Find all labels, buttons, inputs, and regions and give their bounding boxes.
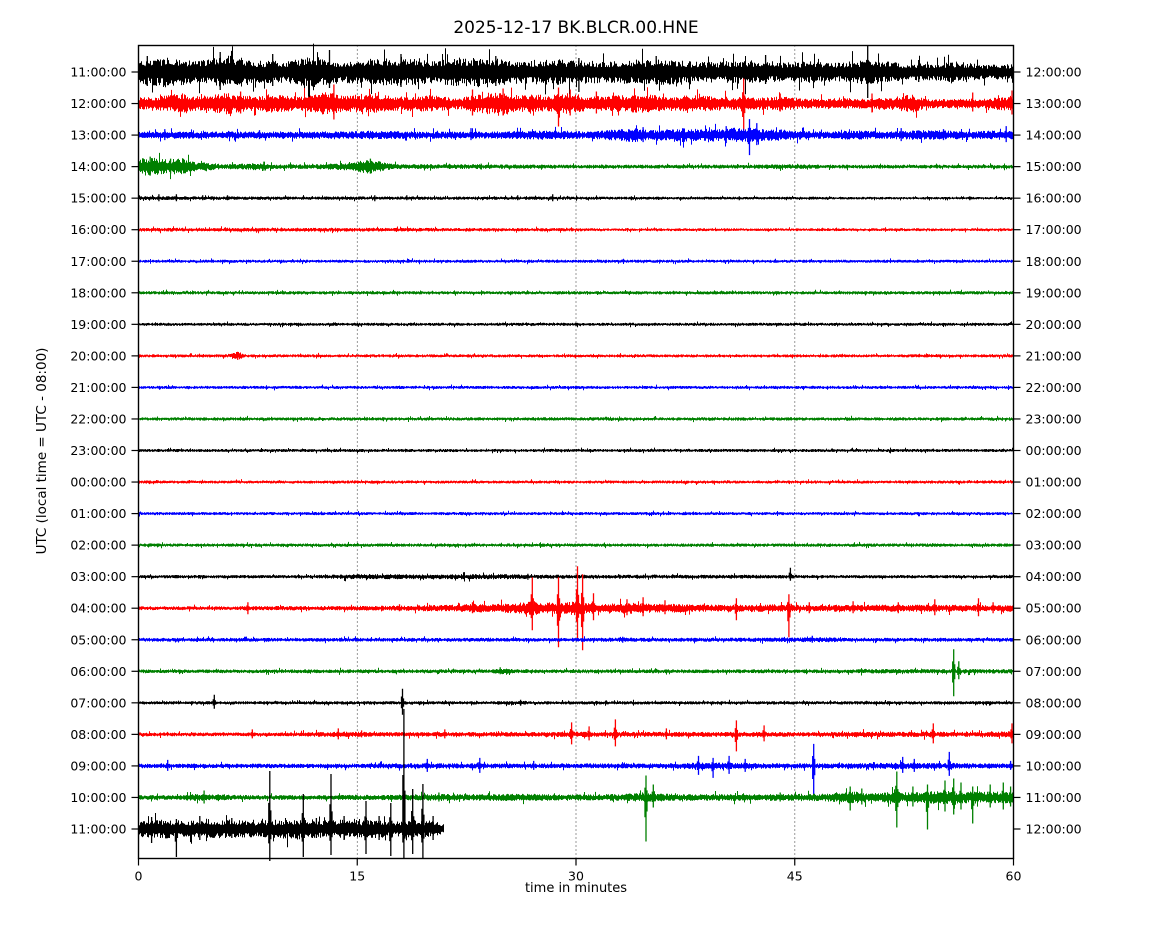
row-label-left: 00:00:00 (70, 475, 126, 490)
x-tick-label: 60 (1006, 869, 1022, 884)
trace-row-230000 (138, 447, 1014, 454)
row-label-left: 11:00:00 (70, 822, 126, 837)
trace-spikes-150000 (157, 194, 972, 202)
row-label-right: 11:00:00 (1026, 790, 1082, 805)
row-label-right: 19:00:00 (1026, 285, 1082, 300)
row-label-right: 03:00:00 (1026, 538, 1082, 553)
trace-spikes-110000 (145, 45, 921, 98)
row-label-right: 16:00:00 (1026, 191, 1082, 206)
row-label-left: 10:00:00 (70, 790, 126, 805)
trace-spikes-140000 (148, 156, 483, 176)
row-label-right: 23:00:00 (1026, 411, 1082, 426)
row-label-right: 04:00:00 (1026, 569, 1082, 584)
row-label-left: 22:00:00 (70, 411, 126, 426)
trace-spikes-060000 (498, 649, 961, 697)
x-tick-label: 15 (349, 869, 365, 884)
row-label-left: 16:00:00 (70, 222, 126, 237)
row-label-right: 21:00:00 (1026, 348, 1082, 363)
row-label-left: 23:00:00 (70, 443, 126, 458)
row-label-left: 05:00:00 (70, 632, 126, 647)
row-label-right: 06:00:00 (1026, 632, 1082, 647)
row-label-left: 19:00:00 (70, 317, 126, 332)
row-label-right: 13:00:00 (1026, 96, 1082, 111)
row-label-right: 22:00:00 (1026, 380, 1082, 395)
trace-spikes-200000 (236, 351, 240, 360)
row-label-left: 21:00:00 (70, 380, 126, 395)
row-label-right: 02:00:00 (1026, 506, 1082, 521)
row-label-left: 12:00:00 (70, 96, 126, 111)
row-label-left: 01:00:00 (70, 506, 126, 521)
x-tick-label: 0 (135, 869, 143, 884)
trace-spikes-100000 (202, 771, 1013, 842)
row-label-left: 14:00:00 (70, 159, 126, 174)
row-label-left: 11:00:00 (70, 65, 126, 80)
trace-spikes-030000 (526, 567, 793, 581)
trace-spikes-080000 (250, 719, 1014, 752)
trace-row-140000 (138, 152, 1014, 180)
trace-row-110000 (138, 43, 1014, 100)
row-label-right: 08:00:00 (1026, 695, 1082, 710)
row-label-left: 08:00:00 (70, 727, 126, 742)
trace-spikes-050000 (621, 635, 943, 643)
trace-row-160000 (138, 226, 1014, 234)
x-tick-label: 30 (568, 869, 584, 884)
row-label-right: 14:00:00 (1026, 128, 1082, 143)
row-label-left: 15:00:00 (70, 191, 126, 206)
row-label-right: 18:00:00 (1026, 254, 1082, 269)
row-label-right: 01:00:00 (1026, 475, 1082, 490)
trace-row-120000 (138, 87, 1014, 118)
trace-spikes-110000 (149, 709, 435, 861)
row-label-left: 07:00:00 (70, 695, 126, 710)
row-label-right: 12:00:00 (1026, 65, 1082, 80)
trace-row-150000 (138, 194, 1014, 202)
row-label-left: 13:00:00 (70, 128, 126, 143)
row-label-left: 06:00:00 (70, 664, 126, 679)
trace-row-220000 (138, 415, 1014, 423)
trace-spikes-040000 (246, 566, 995, 651)
row-label-left: 03:00:00 (70, 569, 126, 584)
trace-row-200000 (138, 351, 1014, 360)
row-label-left: 09:00:00 (70, 758, 126, 773)
trace-spikes-070000 (212, 688, 787, 715)
trace-row-050000 (138, 636, 1014, 644)
row-label-right: 17:00:00 (1026, 222, 1082, 237)
trace-spikes-130000 (163, 119, 1008, 156)
trace-row-010000 (138, 510, 1014, 517)
x-axis-label: time in minutes (524, 881, 628, 896)
row-label-right: 12:00:00 (1026, 822, 1082, 837)
row-label-left: 18:00:00 (70, 285, 126, 300)
row-label-right: 05:00:00 (1026, 601, 1082, 616)
trace-row-170000 (138, 258, 1014, 265)
trace-row-070000 (138, 699, 1014, 707)
row-label-right: 20:00:00 (1026, 317, 1082, 332)
row-label-right: 00:00:00 (1026, 443, 1082, 458)
figure-title: 2025-12-17 BK.BLCR.00.HNE (453, 18, 699, 38)
row-label-left: 02:00:00 (70, 538, 126, 553)
x-tick-label: 45 (787, 869, 803, 884)
row-label-left: 20:00:00 (70, 348, 126, 363)
trace-spikes-090000 (166, 743, 1013, 795)
trace-row-130000 (138, 123, 1014, 148)
row-label-left: 17:00:00 (70, 254, 126, 269)
trace-spikes-120000 (238, 78, 1014, 134)
row-label-right: 07:00:00 (1026, 664, 1082, 679)
row-label-left: 04:00:00 (70, 601, 126, 616)
trace-row-000000 (138, 479, 1014, 485)
trace-row-180000 (138, 289, 1014, 296)
row-label-right: 15:00:00 (1026, 159, 1082, 174)
trace-row-020000 (138, 541, 1014, 549)
row-label-right: 10:00:00 (1026, 758, 1082, 773)
row-label-right: 09:00:00 (1026, 727, 1082, 742)
trace-row-110000 (138, 813, 444, 848)
